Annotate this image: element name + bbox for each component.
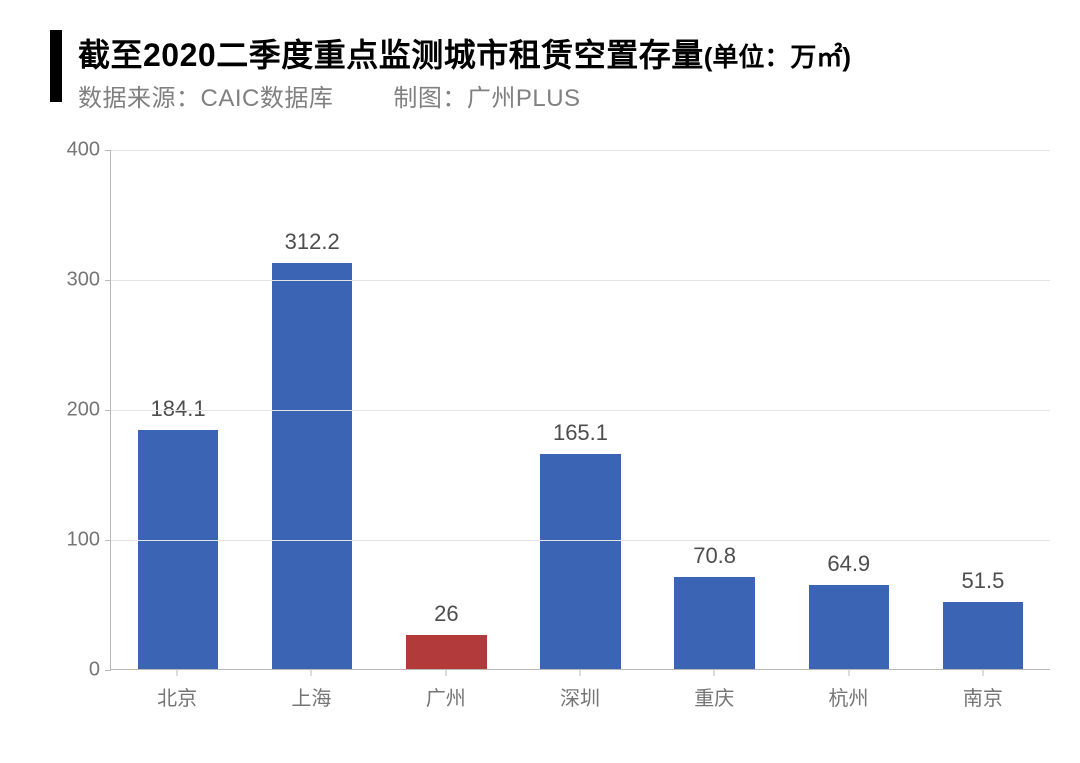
y-tick-label: 400	[67, 139, 100, 162]
x-category-label: 杭州	[781, 682, 915, 711]
x-slot: 南京	[916, 670, 1050, 711]
title-accent-bar	[50, 30, 62, 102]
bar: 64.9	[809, 585, 889, 669]
bar-value-label: 26	[434, 601, 458, 627]
gridline	[111, 150, 1050, 151]
gridline	[111, 280, 1050, 281]
y-tick-label: 300	[67, 269, 100, 292]
x-category-label: 广州	[379, 682, 513, 711]
x-slot: 杭州	[781, 670, 915, 711]
x-category-label: 上海	[244, 682, 378, 711]
y-tick-mark	[105, 410, 111, 411]
x-slot: 北京	[110, 670, 244, 711]
y-tick-label: 200	[67, 399, 100, 422]
x-slot: 广州	[379, 670, 513, 711]
x-slot: 深圳	[513, 670, 647, 711]
y-tick-mark	[105, 280, 111, 281]
source-value: CAIC数据库	[201, 85, 334, 112]
gridline	[111, 540, 1050, 541]
x-tick-mark	[311, 670, 312, 676]
bar-value-label: 312.2	[285, 229, 340, 255]
y-tick-label: 0	[89, 659, 100, 682]
bar-chart: 0100200300400 184.1312.226165.170.864.95…	[50, 150, 1050, 740]
x-tick-mark	[848, 670, 849, 676]
y-tick-mark	[105, 150, 111, 151]
x-tick-mark	[177, 670, 178, 676]
chart-header: 截至2020二季度重点监测城市租赁空置存量 (单位：万㎡) 数据来源：CAIC数…	[0, 0, 1080, 113]
bar: 184.1	[138, 430, 218, 669]
bar: 312.2	[272, 263, 352, 669]
bar: 70.8	[674, 577, 754, 669]
x-category-label: 重庆	[647, 682, 781, 711]
bar-value-label: 184.1	[151, 396, 206, 422]
chart-subtitle: 数据来源：CAIC数据库 制图：广州PLUS	[78, 78, 851, 113]
credit-label: 制图：	[393, 85, 467, 112]
x-tick-mark	[445, 670, 446, 676]
bar-value-label: 70.8	[693, 543, 736, 569]
gridline	[111, 410, 1050, 411]
credit-value: 广州PLUS	[467, 85, 581, 112]
chart-title-unit: (单位：万㎡)	[704, 37, 851, 74]
x-axis: 北京上海广州深圳重庆杭州南京	[110, 670, 1050, 711]
y-tick-label: 100	[67, 529, 100, 552]
title-block: 截至2020二季度重点监测城市租赁空置存量 (单位：万㎡) 数据来源：CAIC数…	[78, 30, 851, 113]
source-label: 数据来源：	[78, 85, 201, 112]
bar: 51.5	[943, 602, 1023, 669]
plot-area: 184.1 312.2 26 165.1 70.8 64.9 51.5	[110, 150, 1050, 670]
y-axis: 0100200300400	[50, 150, 110, 670]
x-category-label: 北京	[110, 682, 244, 711]
title-line: 截至2020二季度重点监测城市租赁空置存量 (单位：万㎡)	[78, 30, 851, 76]
x-tick-mark	[579, 670, 580, 676]
bar: 165.1	[540, 454, 620, 669]
bar: 26	[406, 635, 486, 669]
x-category-label: 深圳	[513, 682, 647, 711]
x-tick-mark	[714, 670, 715, 676]
y-tick-mark	[105, 540, 111, 541]
bar-value-label: 165.1	[553, 420, 608, 446]
bar-value-label: 51.5	[961, 568, 1004, 594]
chart-title: 截至2020二季度重点监测城市租赁空置存量	[78, 30, 704, 76]
x-tick-mark	[982, 670, 983, 676]
x-slot: 上海	[244, 670, 378, 711]
x-slot: 重庆	[647, 670, 781, 711]
x-category-label: 南京	[916, 682, 1050, 711]
bar-value-label: 64.9	[827, 551, 870, 577]
